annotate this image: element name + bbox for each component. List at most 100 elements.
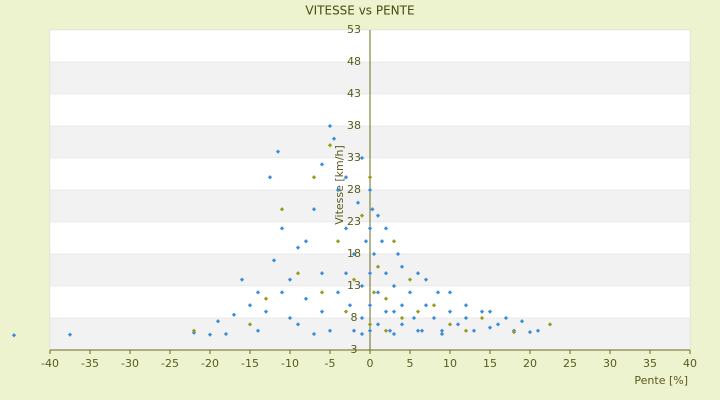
- point: [463, 328, 469, 333]
- point: [279, 207, 285, 212]
- point: [367, 187, 373, 193]
- point: [363, 239, 369, 244]
- point: [471, 328, 477, 333]
- point: [370, 207, 375, 212]
- point: [519, 319, 525, 324]
- x-tick-label: -40: [41, 357, 59, 370]
- point: [419, 328, 425, 333]
- point: [367, 328, 373, 333]
- point: [527, 329, 533, 335]
- x-tick-label: -5: [325, 357, 336, 370]
- point: [239, 277, 245, 282]
- point: [347, 303, 353, 308]
- y-tick-label: 33: [347, 151, 361, 164]
- point: [279, 226, 285, 231]
- x-tick-label: 20: [523, 357, 537, 370]
- y-tick-label: 28: [347, 183, 361, 196]
- point: [391, 309, 397, 314]
- chart-title: VITESSE vs PENTE: [305, 4, 414, 18]
- point: [479, 315, 485, 321]
- point: [407, 277, 413, 282]
- point: [287, 277, 293, 282]
- point: [311, 175, 317, 180]
- point: [547, 322, 553, 327]
- point: [255, 290, 261, 295]
- point: [327, 143, 333, 148]
- point: [207, 332, 213, 337]
- point: [343, 309, 349, 314]
- point: [255, 328, 261, 333]
- point: [351, 251, 357, 257]
- point: [279, 290, 285, 295]
- point: [407, 290, 413, 295]
- point: [447, 290, 453, 295]
- y-axis-title: Vitesse [km/h]: [333, 145, 346, 225]
- point: [487, 325, 493, 330]
- point: [367, 303, 373, 308]
- point: [503, 315, 509, 321]
- point: [335, 239, 341, 244]
- point: [391, 239, 397, 244]
- point: [275, 149, 281, 154]
- y-tick-label: 38: [347, 119, 361, 132]
- y-tick-label: 43: [347, 87, 361, 100]
- y-tick-label: 23: [347, 215, 361, 228]
- point: [335, 187, 341, 193]
- point: [215, 319, 221, 324]
- point: [511, 329, 517, 335]
- point: [223, 331, 229, 337]
- y-tick-label: 18: [347, 247, 361, 260]
- x-tick-label: 10: [443, 357, 457, 370]
- x-tick-label: -25: [161, 357, 179, 370]
- point: [375, 264, 381, 269]
- point: [311, 207, 317, 212]
- point: [423, 303, 429, 308]
- point: [423, 277, 429, 282]
- y-tick-label: 8: [351, 311, 358, 324]
- point: [495, 322, 501, 327]
- point: [319, 290, 325, 295]
- x-tick-label: -15: [241, 357, 259, 370]
- point: [431, 303, 437, 308]
- point: [383, 296, 389, 301]
- point: [399, 322, 405, 327]
- point: [399, 264, 405, 269]
- x-axis-title: Pente [%]: [634, 374, 688, 387]
- point: [359, 155, 365, 161]
- point: [303, 296, 309, 301]
- point: [391, 331, 397, 337]
- point: [447, 322, 453, 327]
- point: [11, 333, 17, 338]
- point: [331, 136, 337, 141]
- point: [411, 315, 417, 321]
- point: [247, 322, 253, 327]
- point: [371, 290, 377, 295]
- point: [367, 175, 373, 180]
- y-tick-label: 48: [347, 55, 361, 68]
- point: [479, 309, 485, 314]
- point: [487, 309, 493, 314]
- point: [399, 315, 405, 321]
- point: [391, 283, 397, 289]
- point: [231, 312, 237, 317]
- point: [311, 331, 317, 337]
- point: [367, 322, 373, 327]
- y-tick-label: 3: [351, 343, 358, 356]
- point: [335, 290, 341, 295]
- point: [351, 328, 357, 333]
- point: [371, 251, 377, 257]
- point: [359, 315, 365, 321]
- point: [439, 331, 445, 337]
- point: [375, 290, 381, 295]
- point: [399, 303, 405, 308]
- point: [375, 213, 381, 218]
- point: [455, 322, 461, 327]
- point: [295, 322, 301, 327]
- point: [263, 309, 269, 314]
- point: [463, 315, 469, 321]
- point: [431, 315, 437, 321]
- point: [303, 239, 309, 244]
- y-tick-label: 13: [347, 279, 361, 292]
- x-tick-label: 30: [603, 357, 617, 370]
